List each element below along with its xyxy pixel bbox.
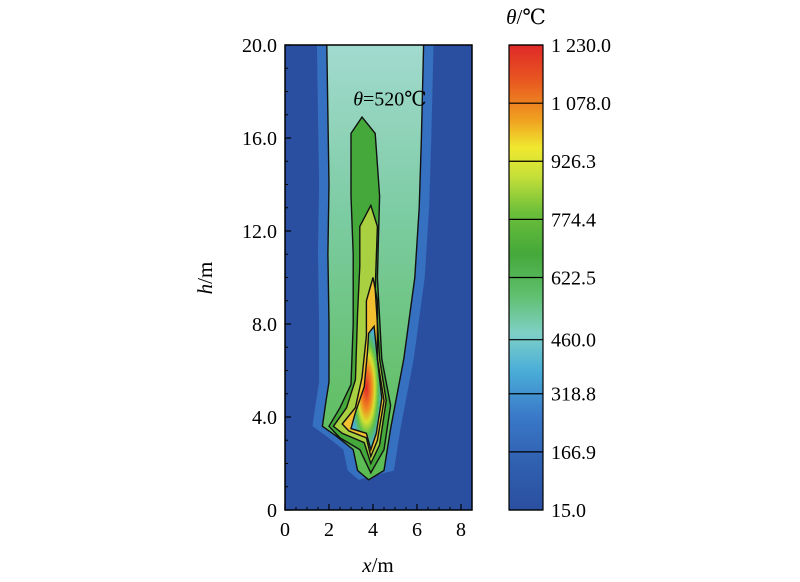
y-tick-label: 0 bbox=[267, 500, 277, 522]
x-tick-label: 8 bbox=[456, 519, 466, 541]
colorbar-tick-label: 318.8 bbox=[551, 384, 596, 406]
x-tick-label: 6 bbox=[412, 519, 422, 541]
x-axis-symbol: x bbox=[361, 553, 372, 577]
colorbar-ticks: 15.0 166.9 318.8 460.0 622.5 774.4 926.3 1 078.… bbox=[509, 35, 611, 522]
colorbar-title-symbol: θ bbox=[506, 5, 516, 29]
contour-line-520 bbox=[321, 45, 425, 481]
annotation-text: =520℃ bbox=[363, 88, 427, 110]
x-axis: 0 2 4 6 8 bbox=[280, 504, 473, 541]
colorbar-tick-label: 774.4 bbox=[551, 209, 596, 231]
y-tick-label: 12.0 bbox=[242, 221, 277, 243]
colorbar-tick-label: 460.0 bbox=[551, 330, 596, 352]
y-axis-symbol: h bbox=[193, 284, 217, 295]
x-tick-label: 0 bbox=[280, 519, 290, 541]
y-tick-label: 4.0 bbox=[252, 407, 277, 429]
x-axis-unit: /m bbox=[372, 553, 394, 577]
colorbar-tick-label: 622.5 bbox=[551, 268, 596, 290]
x-tick-label: 4 bbox=[368, 519, 378, 541]
x-axis-title: x/m bbox=[361, 553, 394, 577]
colorbar-tick-label: 1 230.0 bbox=[551, 35, 611, 57]
contour-line-700 bbox=[328, 115, 392, 475]
colorbar-title: θ/℃ bbox=[506, 5, 546, 29]
contour-lines bbox=[321, 45, 425, 481]
y-axis-title: h/m bbox=[193, 262, 217, 295]
contour-annotation: θ=520℃ bbox=[353, 88, 426, 110]
colorbar-title-unit: /℃ bbox=[517, 5, 546, 29]
colorbar: 15.0 166.9 318.8 460.0 622.5 774.4 926.3 1 078.… bbox=[506, 5, 611, 522]
y-tick-label: 16.0 bbox=[242, 128, 277, 150]
colorbar-tick-label: 926.3 bbox=[551, 151, 596, 173]
colorbar-tick-label: 1 078.0 bbox=[551, 93, 611, 115]
y-axis-unit: /m bbox=[193, 262, 217, 284]
contour-line-800 bbox=[332, 203, 387, 466]
colorbar-tick-label: 166.9 bbox=[551, 442, 596, 464]
annotation-symbol: θ bbox=[353, 88, 363, 110]
contour-line-1078 bbox=[350, 324, 383, 453]
contour-line-926 bbox=[341, 277, 385, 459]
x-tick-label: 2 bbox=[324, 519, 334, 541]
colorbar-tick-label: 15.0 bbox=[551, 500, 586, 522]
y-tick-label: 20.0 bbox=[242, 35, 277, 57]
temperature-field bbox=[312, 45, 434, 480]
y-tick-label: 8.0 bbox=[252, 314, 277, 336]
field-band-1078 bbox=[351, 326, 382, 450]
y-axis: 0 4.0 8.0 12.0 16.0 20.0 bbox=[242, 35, 291, 522]
